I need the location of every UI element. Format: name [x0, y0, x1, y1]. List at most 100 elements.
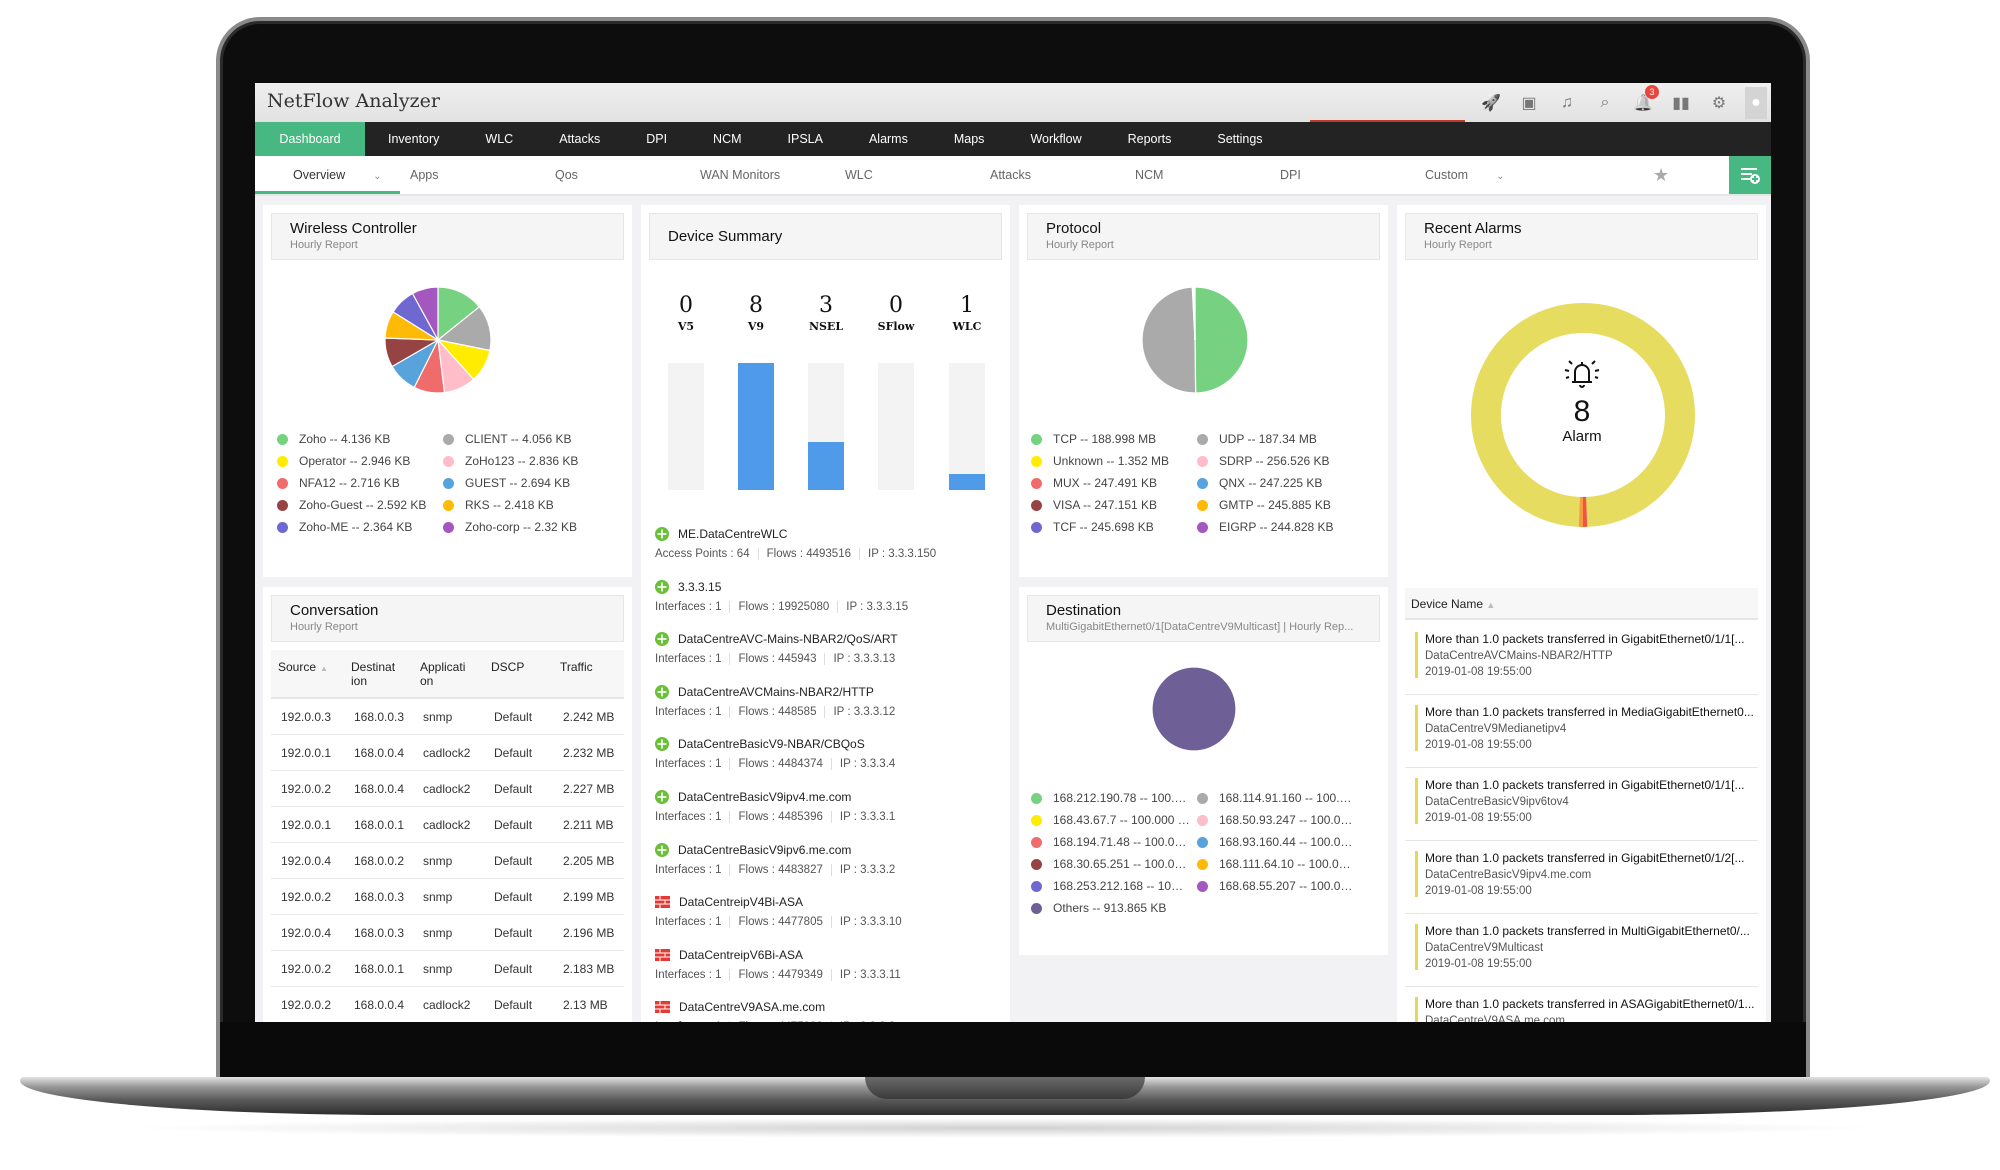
- device-item[interactable]: DataCentreBasicV9-NBAR/CBQoS Interfaces :…: [655, 737, 1005, 770]
- device-item[interactable]: ME.DataCentreWLC Access Points : 64 Flows …: [655, 527, 1005, 560]
- add-widget-button[interactable]: [1729, 156, 1771, 194]
- legend-item[interactable]: 168.30.65.251 -- 100.0…: [1031, 857, 1186, 871]
- nav-settings[interactable]: Settings: [1217, 132, 1263, 146]
- legend-item[interactable]: Zoho -- 4.136 KB: [277, 432, 390, 446]
- legend-item[interactable]: EIGRP -- 244.828 KB: [1197, 520, 1334, 534]
- device-name[interactable]: DataCentreAVCMains-NBAR2/HTTP: [678, 684, 874, 699]
- nav-attacks[interactable]: Attacks: [559, 132, 601, 146]
- legend-item[interactable]: UDP -- 187.34 MB: [1197, 432, 1317, 446]
- protocol-slice-tcp[interactable]: [1194, 286, 1249, 394]
- table-row[interactable]: 192.0.0.1 168.0.0.1 cadlock2 Default 2.211 M…: [271, 807, 624, 843]
- legend-item[interactable]: 168.50.93.247 -- 100.0…: [1197, 813, 1352, 827]
- subnav-dpi[interactable]: DPI: [1280, 156, 1301, 194]
- legend-item[interactable]: 168.194.71.48 -- 100.0…: [1031, 835, 1186, 849]
- subnav-qos[interactable]: Qos: [555, 156, 578, 194]
- table-row[interactable]: 192.0.0.2 168.0.0.1 snmp Default 2.183 MB: [271, 951, 624, 987]
- device-name[interactable]: 3.3.3.15: [678, 579, 722, 594]
- rocket-button[interactable]: 🚀: [1479, 91, 1503, 115]
- table-row[interactable]: 192.0.0.1 168.0.0.4 cadlock2 Default 2.232 M…: [271, 735, 624, 771]
- alarm-title[interactable]: More than 1.0 packets transferred in Gig…: [1425, 632, 1745, 646]
- legend-item[interactable]: 168.114.91.160 -- 100.…: [1197, 791, 1352, 805]
- legend-item[interactable]: 168.253.212.168 -- 10…: [1031, 879, 1183, 893]
- table-row[interactable]: 192.0.0.3 168.0.0.3 snmp Default 2.242 MB: [271, 699, 624, 735]
- device-item[interactable]: DataCentreAVC-Mains-NBAR2/QoS/ART Interfa…: [655, 632, 1005, 665]
- device-item[interactable]: DataCentreipV6Bi-ASA Interfaces : 1 Flows …: [655, 948, 1005, 981]
- column-header-0[interactable]: Source ▲: [278, 660, 338, 676]
- bar-nsel[interactable]: [808, 442, 844, 490]
- headset-button[interactable]: ♫: [1555, 91, 1579, 115]
- legend-item[interactable]: CLIENT -- 4.056 KB: [443, 432, 572, 446]
- alarm-title[interactable]: More than 1.0 packets transferred in Mul…: [1425, 924, 1750, 938]
- device-name[interactable]: DataCentreAVC-Mains-NBAR2/QoS/ART: [678, 632, 898, 647]
- legend-item[interactable]: MUX -- 247.491 KB: [1031, 476, 1157, 490]
- alarm-title[interactable]: More than 1.0 packets transferred in Gig…: [1425, 851, 1745, 865]
- column-header-4[interactable]: Traffic: [560, 660, 620, 674]
- legend-item[interactable]: TCF -- 245.698 KB: [1031, 520, 1154, 534]
- column-header-3[interactable]: DSCP: [491, 660, 551, 674]
- nav-ipsla[interactable]: IPSLA: [787, 132, 823, 146]
- legend-item[interactable]: Zoho-corp -- 2.32 KB: [443, 520, 577, 534]
- nav-alarms[interactable]: Alarms: [868, 132, 908, 146]
- alarm-title[interactable]: More than 1.0 packets transferred in ASA…: [1425, 997, 1755, 1011]
- alarm-item[interactable]: More than 1.0 packets transferred in Med…: [1405, 695, 1758, 768]
- table-row[interactable]: 192.0.0.4 168.0.0.3 snmp Default 2.196 MB: [271, 915, 624, 951]
- device-name[interactable]: DataCentreV9ASA.me.com: [679, 1000, 826, 1015]
- legend-item[interactable]: SDRP -- 256.526 KB: [1197, 454, 1330, 468]
- favorite-star-icon[interactable]: ★: [1653, 165, 1670, 185]
- legend-item[interactable]: Zoho-Guest -- 2.592 KB: [277, 498, 426, 512]
- alarm-title[interactable]: More than 1.0 packets transferred in Gig…: [1425, 778, 1745, 792]
- subnav-overview[interactable]: Overview ⌄: [255, 156, 400, 194]
- legend-item[interactable]: TCP -- 188.998 MB: [1031, 432, 1156, 446]
- gear-button[interactable]: ⚙: [1707, 91, 1731, 115]
- nav-maps[interactable]: Maps: [953, 132, 985, 146]
- legend-item[interactable]: ZoHo123 -- 2.836 KB: [443, 454, 578, 468]
- column-header-1[interactable]: Destinat ion: [351, 660, 411, 688]
- legend-item[interactable]: 168.93.160.44 -- 100.0…: [1197, 835, 1352, 849]
- device-name[interactable]: DataCentreipV6Bi-ASA: [679, 947, 804, 962]
- alarm-title[interactable]: More than 1.0 packets transferred in Med…: [1425, 705, 1754, 719]
- chevron-down-icon[interactable]: ⌄: [373, 171, 382, 182]
- legend-item[interactable]: Unknown -- 1.352 MB: [1031, 454, 1169, 468]
- search-button[interactable]: ⌕: [1593, 91, 1617, 115]
- table-row[interactable]: 192.0.0.4 168.0.0.2 snmp Default 2.205 MB: [271, 843, 624, 879]
- legend-item[interactable]: VISA -- 247.151 KB: [1031, 498, 1157, 512]
- sort-icon[interactable]: ▲: [1486, 600, 1496, 610]
- legend-item[interactable]: Others -- 913.865 KB: [1031, 901, 1166, 915]
- subnav-ncm[interactable]: NCM: [1135, 156, 1163, 194]
- alarm-item[interactable]: More than 1.0 packets transferred in Gig…: [1405, 768, 1758, 841]
- legend-item[interactable]: Operator -- 2.946 KB: [277, 454, 410, 468]
- legend-item[interactable]: 168.111.64.10 -- 100.0…: [1197, 857, 1351, 871]
- legend-item[interactable]: Zoho-ME -- 2.364 KB: [277, 520, 412, 534]
- protocol-slice-udp[interactable]: [1141, 286, 1197, 394]
- subnav-wlc[interactable]: WLC: [845, 156, 873, 194]
- destination-slice-others[interactable]: [1151, 666, 1237, 752]
- wireless-slice-zoho-corp[interactable]: [411, 286, 439, 341]
- chevron-down-icon[interactable]: ⌄: [1496, 171, 1505, 182]
- alarm-item[interactable]: More than 1.0 packets transferred in ASA…: [1405, 987, 1758, 1022]
- legend-item[interactable]: RKS -- 2.418 KB: [443, 498, 554, 512]
- legend-item[interactable]: 168.43.67.7 -- 100.000 …: [1031, 813, 1190, 827]
- device-item[interactable]: DataCentreBasicV9ipv6.me.com Interfaces :…: [655, 842, 1005, 876]
- column-header-2[interactable]: Applicati on: [420, 660, 480, 688]
- alarm-item[interactable]: More than 1.0 packets transferred in Mul…: [1405, 914, 1758, 987]
- bell-button[interactable]: 🔔 3: [1631, 84, 1659, 115]
- table-row[interactable]: 192.0.0.2 168.0.0.4 cadlock2 Default 2.13 MB: [271, 987, 624, 1022]
- alarm-segment-major[interactable]: [1471, 303, 1695, 527]
- device-name[interactable]: DataCentreBasicV9ipv6.me.com: [678, 842, 852, 857]
- nav-dashboard[interactable]: Dashboard: [255, 122, 365, 156]
- device-name-column-header[interactable]: Device Name ▲: [1405, 588, 1758, 620]
- bar-wlc[interactable]: [949, 474, 985, 490]
- nav-reports[interactable]: Reports: [1127, 132, 1172, 146]
- table-row[interactable]: 192.0.0.2 168.0.0.3 snmp Default 2.199 MB: [271, 879, 624, 915]
- bar-v9[interactable]: [738, 363, 774, 490]
- legend-item[interactable]: 168.212.190.78 -- 100.…: [1031, 791, 1186, 805]
- subnav-custom[interactable]: Custom ⌄: [1425, 156, 1504, 194]
- nav-ncm[interactable]: NCM: [713, 132, 742, 146]
- device-item[interactable]: DataCentreBasicV9ipv4.me.com Interfaces :…: [655, 790, 1005, 823]
- nav-inventory[interactable]: Inventory: [388, 132, 440, 146]
- presentation-button[interactable]: ▣: [1517, 91, 1541, 115]
- device-item[interactable]: 3.3.3.15 Interfaces : 1 Flows : 19925080 IP…: [655, 579, 1005, 613]
- subnav-wan-monitors[interactable]: WAN Monitors: [700, 156, 780, 194]
- nav-dpi[interactable]: DPI: [646, 132, 668, 146]
- subnav-apps[interactable]: Apps: [410, 156, 439, 194]
